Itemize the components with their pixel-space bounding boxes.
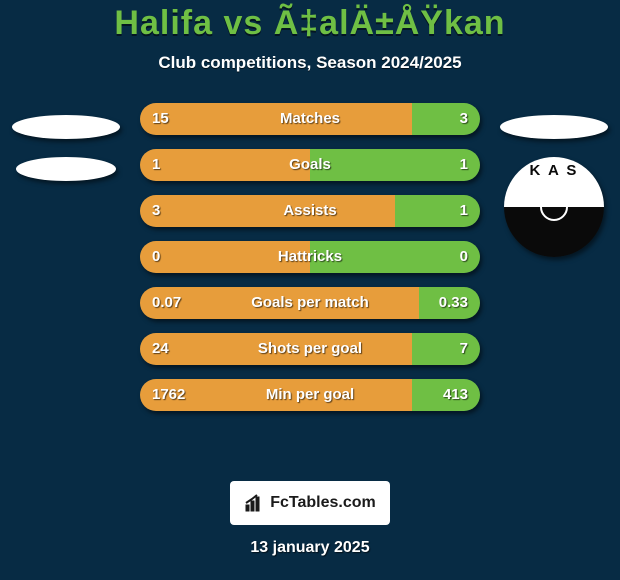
right-team-logos: K A S EUPEN <box>494 103 614 257</box>
stat-bar-left-value: 0 <box>152 241 160 273</box>
stat-bar-right-value: 0 <box>460 241 468 273</box>
footer-badge-text: FcTables.com <box>270 494 376 512</box>
main-area: Matches153Goals11Assists31Hattricks00Goa… <box>0 103 620 463</box>
stat-bar-left-value: 3 <box>152 195 160 227</box>
stat-bar-right-value: 0.33 <box>439 287 468 319</box>
page-title: Halifa vs Ã‡alÄ±ÅŸkan <box>0 0 620 43</box>
right-ellipse-logo <box>500 115 608 139</box>
stat-bar-label: Hattricks <box>140 241 480 273</box>
stat-bar-right-value: 1 <box>460 149 468 181</box>
stat-bar-label: Assists <box>140 195 480 227</box>
club-badge-bottom-text: EUPEN <box>533 183 574 197</box>
stat-bars: Matches153Goals11Assists31Hattricks00Goa… <box>140 103 480 425</box>
stat-bar-row: Assists3 1 <box>140 195 480 227</box>
shield-icon <box>540 201 568 221</box>
left-ellipse-logo <box>12 115 120 139</box>
stat-bar-label: Goals <box>140 149 480 181</box>
stat-bar-label: Min per goal <box>140 379 480 411</box>
chart-icon <box>244 493 264 513</box>
subtitle: Club competitions, Season 2024/2025 <box>0 53 620 73</box>
stat-bar-label: Matches <box>140 103 480 135</box>
left-ellipse-logo <box>16 157 116 181</box>
stat-bar-row: Goals1 1 <box>140 149 480 181</box>
stat-bar-row: Matches15 3 <box>140 103 480 135</box>
left-team-logos <box>6 103 126 199</box>
stat-bar-left-value: 15 <box>152 103 169 135</box>
stat-bar-left-value: 24 <box>152 333 169 365</box>
club-badge-top-text: K A S <box>530 162 579 179</box>
stat-bar-left-value: 0.07 <box>152 287 181 319</box>
stat-bar-right-value: 1 <box>460 195 468 227</box>
stat-bar-left-value: 1 <box>152 149 160 181</box>
stat-bar-row: Hattricks0 0 <box>140 241 480 273</box>
stat-bar-row: Shots per goal24 7 <box>140 333 480 365</box>
stat-bar-left-value: 1762 <box>152 379 185 411</box>
stat-bar-row: Goals per match0.07 0.33 <box>140 287 480 319</box>
stat-bar-label: Shots per goal <box>140 333 480 365</box>
stat-bar-label: Goals per match <box>140 287 480 319</box>
stat-bar-right-value: 3 <box>460 103 468 135</box>
stat-bar-right-value: 413 <box>443 379 468 411</box>
club-badge: K A S EUPEN <box>504 157 604 257</box>
stat-bar-right-value: 7 <box>460 333 468 365</box>
date-text: 13 january 2025 <box>0 539 620 557</box>
infographic-canvas: Halifa vs Ã‡alÄ±ÅŸkan Club competitions,… <box>0 0 620 580</box>
footer-badge: FcTables.com <box>230 481 390 525</box>
stat-bar-row: Min per goal1762 413 <box>140 379 480 411</box>
